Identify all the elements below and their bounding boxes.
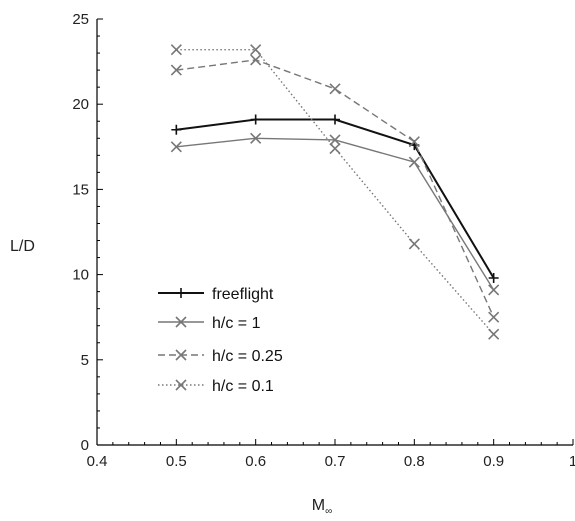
legend-marker: [176, 288, 186, 298]
y-tick-label: 10: [72, 267, 89, 284]
data-point: [250, 114, 261, 125]
legend-label: h/c = 0.25: [212, 348, 283, 365]
series-layer: [170, 44, 500, 340]
data-point: [329, 142, 341, 155]
x-tick-label: 0.8: [404, 453, 425, 470]
x-axis-title-subscript: ∞: [325, 506, 332, 517]
legend-label: h/c = 0.1: [212, 378, 274, 395]
series-line: [176, 118, 495, 279]
x-tick-label: 0.7: [325, 453, 346, 470]
data-point: [250, 54, 262, 66]
y-tick-label: 0: [81, 437, 89, 454]
y-tick-label: 15: [72, 181, 89, 198]
series-line: [176, 137, 495, 291]
data-point: [170, 141, 182, 153]
x-axis-title: M∞: [312, 497, 332, 517]
legend-marker: [175, 379, 187, 391]
legend-marker: [175, 349, 187, 361]
data-point: [170, 44, 182, 56]
data-point: [408, 238, 420, 250]
data-point: [329, 134, 341, 146]
legend-marker: [175, 316, 187, 328]
x-tick-label: 0.9: [483, 453, 504, 470]
series-line: [176, 59, 495, 318]
y-tick-label: 20: [72, 96, 89, 113]
y-tick-label: 5: [81, 352, 89, 369]
x-tick-label: 0.5: [166, 453, 187, 470]
data-point: [488, 273, 499, 284]
data-point: [170, 64, 182, 76]
plot-frame: [96, 19, 573, 446]
series-1: [171, 114, 499, 284]
series-line: [176, 48, 495, 335]
y-axis-ticks: 0 5 10 15 20 25: [72, 11, 103, 454]
x-axis-ticks: 0.4 0.5 0.6 0.7 0.8 0.9 1: [87, 439, 575, 470]
y-axis-title: L/D: [10, 238, 35, 255]
data-point: [329, 83, 341, 95]
data-point: [488, 311, 500, 323]
x-tick-label: 0.4: [87, 453, 108, 470]
x-tick-label: 0.6: [245, 453, 266, 470]
data-point: [330, 114, 340, 125]
legend-label: h/c = 1: [212, 315, 261, 332]
y-tick-label: 25: [72, 11, 89, 28]
data-point: [171, 124, 182, 135]
data-point: [408, 136, 420, 148]
data-point: [250, 44, 262, 56]
series-3: [170, 54, 500, 323]
series-4: [170, 44, 500, 340]
data-point: [488, 328, 500, 340]
series-2: [170, 132, 500, 296]
legend-label: freeflight: [212, 286, 274, 303]
data-point: [250, 132, 262, 144]
legend: freeflight h/c = 1 h/c = 0.25 h/c = 0.1: [158, 286, 283, 395]
data-point: [408, 156, 420, 168]
x-axis-title-main: M: [312, 497, 325, 514]
x-tick-label: 1: [569, 453, 575, 470]
data-point: [488, 284, 500, 296]
